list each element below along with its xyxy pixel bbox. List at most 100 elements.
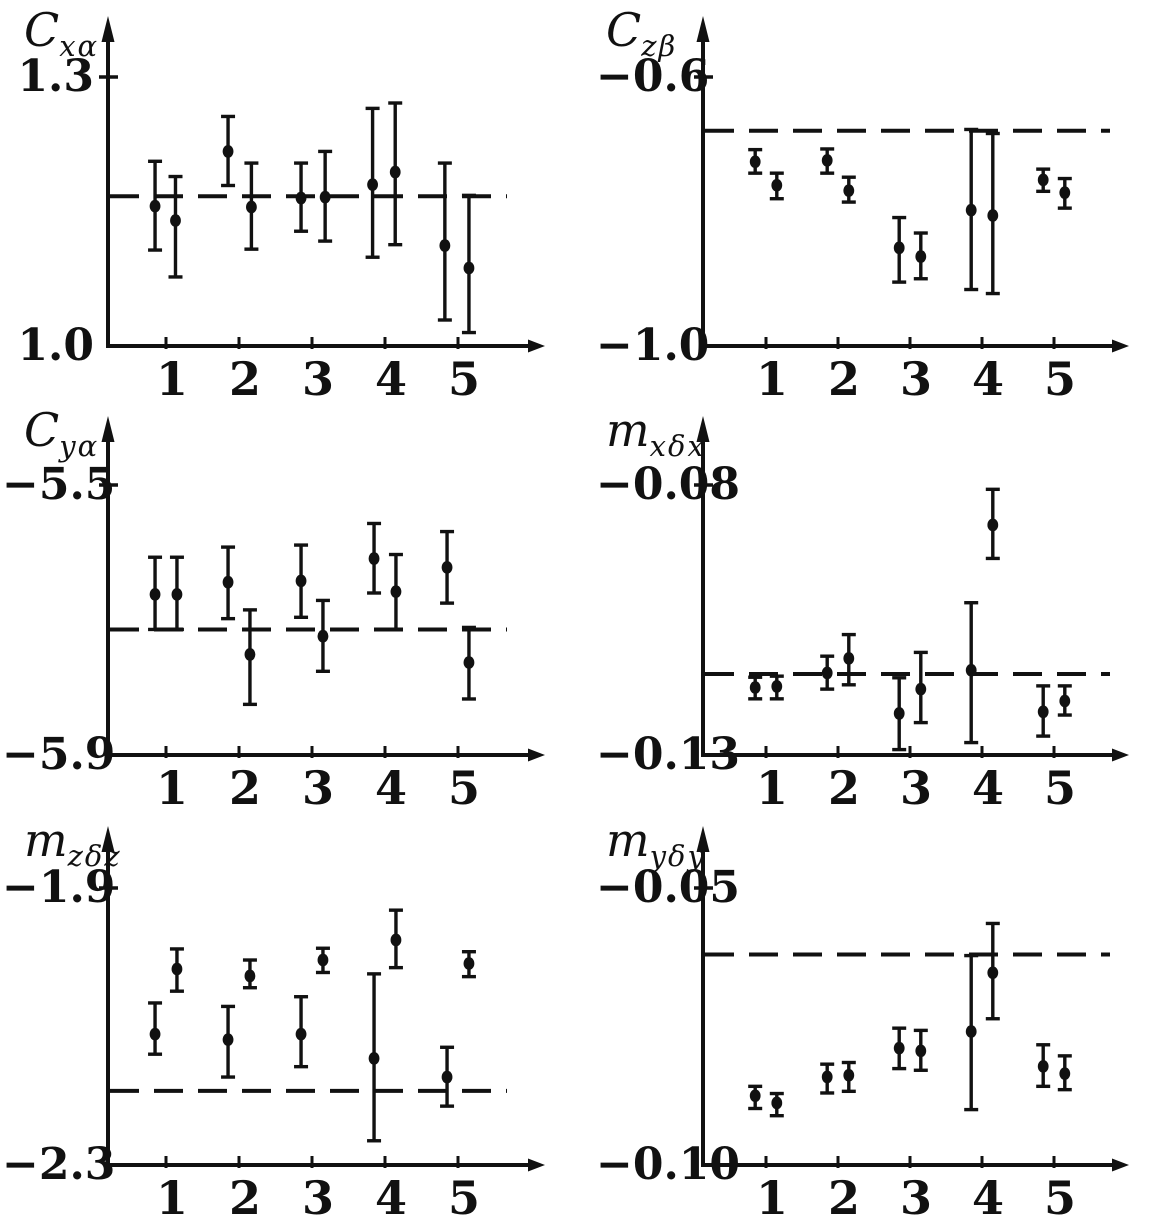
data-point-marker [246,200,257,214]
data-point-marker [965,663,977,677]
coefficient-subscript: yα [59,429,100,464]
data-point-marker [463,261,475,275]
data-point-marker [749,681,761,694]
data-point-marker [1037,1059,1049,1073]
x-tick-label: 1 [156,352,188,400]
data-point-with-error-bar [1036,684,1051,738]
data-point-marker [1059,1067,1071,1080]
x-tick-label: 4 [375,352,407,400]
y-axis-arrowhead [696,826,710,852]
y-axis-label: Cyα [24,404,99,472]
y-axis-label: Cxα [24,4,99,72]
data-point-with-error-bar [294,543,309,620]
data-point-marker [317,629,329,643]
x-tick-label: 4 [972,352,1004,400]
y-axis-arrowhead [696,16,710,42]
data-point-with-error-bar [244,161,259,251]
x-tick-label: 1 [156,761,188,810]
y-tick-label-bottom: 1.0 [17,320,94,371]
data-point-marker [771,1096,783,1110]
data-point-with-error-bar [440,1045,455,1108]
data-point-marker [1037,705,1049,719]
coefficient-subscript: xα [59,29,100,64]
data-point-with-error-bar [892,1026,907,1071]
data-point-with-error-bar [769,674,784,701]
x-tick-label: 2 [229,352,261,400]
data-point-with-error-bar [820,147,835,175]
x-tick-label: 1 [156,1171,188,1215]
data-point-marker [987,518,999,532]
x-tick-label: 2 [229,761,261,810]
data-point-with-error-bar [964,601,979,745]
data-point-with-error-bar [841,1060,856,1094]
data-point-marker [749,155,761,169]
coefficient-symbol: m [606,813,650,867]
data-point-with-error-bar [748,675,763,701]
data-point-with-error-bar [841,632,856,687]
data-point-with-error-bar [461,193,476,335]
x-tick-label: 4 [972,1171,1004,1215]
x-tick-label: 2 [229,1171,261,1215]
y-tick-label-bottom: −2.3 [2,1139,116,1190]
y-axis-arrowhead [696,416,710,442]
x-tick-label: 1 [756,1171,788,1215]
y-axis-label: Czβ [606,4,677,72]
data-point-with-error-bar [221,545,236,621]
data-point-marker [149,587,161,601]
data-point-marker [463,656,475,669]
x-axis-arrowhead [1112,339,1129,353]
data-point-marker [244,969,256,983]
data-point-marker [749,1089,761,1103]
data-point-with-error-bar [461,625,476,701]
data-point-with-error-bar [365,106,380,259]
data-point-with-error-bar [892,215,907,284]
data-point-with-error-bar [1057,176,1072,210]
data-point-with-error-bar [964,127,979,292]
data-point-marker [171,962,183,976]
data-point-marker [319,190,331,204]
data-point-marker [317,953,329,967]
data-point-marker [222,575,234,589]
data-point-marker [1059,186,1071,200]
data-point-with-error-bar [1057,684,1072,717]
x-tick-label: 5 [448,761,480,810]
data-point-with-error-bar [841,175,856,204]
y-tick-label-top: −0.08 [596,459,741,510]
data-point-with-error-bar [367,521,382,595]
x-tick-label: 3 [900,352,932,400]
x-tick-label: 5 [1044,761,1076,810]
data-point-with-error-bar [748,1084,763,1111]
x-tick-label: 4 [972,761,1004,810]
x-tick-label: 5 [1044,1171,1076,1215]
data-point-marker [1037,173,1049,187]
data-point-with-error-bar [985,921,1000,1021]
y-axis-arrowhead [101,16,115,42]
data-point-marker [893,241,905,255]
data-point-marker [149,1027,161,1041]
data-point-with-error-bar [367,972,382,1143]
data-point-with-error-bar [769,1091,784,1118]
x-axis-arrowhead [528,339,545,353]
data-point-marker [295,574,307,588]
data-point-with-error-bar [461,950,476,979]
data-point-with-error-bar [1036,167,1051,194]
coefficient-subscript: yδy [649,839,706,874]
y-tick-label-top: −0.05 [596,862,741,913]
coefficient-symbol: m [606,403,650,457]
data-point-marker [843,1068,855,1082]
data-point-marker [893,1041,905,1055]
x-axis-arrowhead [528,748,545,762]
x-tick-label: 5 [1044,352,1076,400]
data-point-with-error-bar [388,552,403,632]
data-point-with-error-bar [315,598,330,673]
y-tick-label-top: −0.6 [596,51,710,102]
data-point-marker [771,680,783,693]
x-tick-label: 5 [448,352,480,400]
data-point-marker [170,214,181,227]
